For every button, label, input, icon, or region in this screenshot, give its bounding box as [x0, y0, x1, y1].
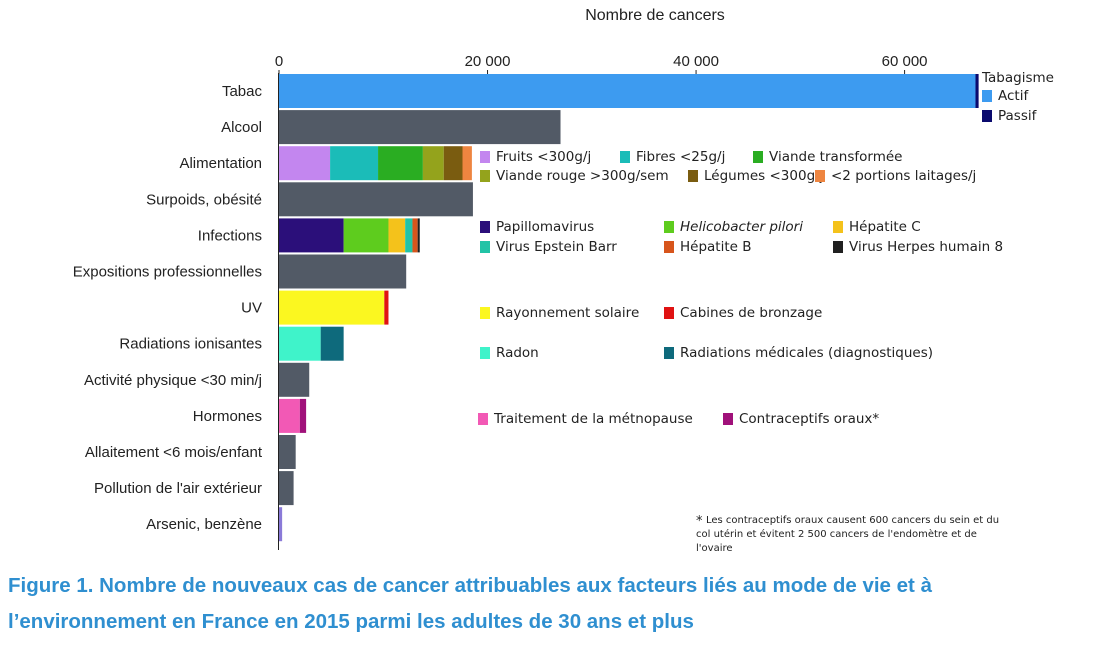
legend-swatch [664, 347, 674, 359]
legend-label: Passif [998, 108, 1038, 124]
category-label: Radiations ionisantes [119, 336, 262, 353]
legend-swatch [664, 221, 674, 233]
figure-caption: Figure 1. Nombre de nouveaux cas de canc… [8, 574, 932, 633]
bar-segment [279, 398, 300, 433]
legend-swatch [480, 151, 490, 163]
legend-label: Hépatite B [680, 239, 752, 255]
category-label: Tabac [222, 83, 263, 100]
category-label: Activité physique <30 min/j [84, 372, 262, 389]
bar-segment [279, 110, 561, 145]
category-label: Infections [198, 227, 262, 244]
category-label: Allaitement <6 mois/enfant [85, 444, 263, 461]
x-tick-label: 0 [275, 53, 283, 70]
legend-swatch [478, 413, 488, 425]
legend-label: <2 portions laitages/j [831, 168, 976, 184]
category-label: Surpoids, obésité [146, 191, 262, 208]
legend-swatch [480, 307, 490, 319]
x-tick-label: 20 000 [465, 53, 511, 70]
bar-segment [330, 146, 379, 181]
bar-segment [405, 218, 413, 253]
legend-label: Virus Epstein Barr [496, 239, 617, 255]
bar-segment [378, 146, 423, 181]
bar-segment [279, 146, 331, 181]
category-label: UV [241, 300, 262, 317]
legend-label: Légumes <300g/j [704, 168, 823, 184]
legend-label: Helicobacter pilori [680, 219, 803, 235]
legend-swatch [664, 307, 674, 319]
legend-label: Viande transformée [769, 149, 902, 165]
legend-label: Fibres <25g/j [636, 149, 725, 165]
bar-segment [384, 290, 389, 325]
legend-swatch [982, 110, 992, 122]
legend-swatch [620, 151, 630, 163]
bar-segment [279, 326, 321, 361]
legend-swatch [480, 170, 490, 182]
category-label: Pollution de l'air extérieur [94, 480, 262, 497]
stacked-bar-chart: Nombre de cancers 0 20 000 40 000 60 000 Ta… [73, 7, 1054, 554]
category-label: Hormones [193, 408, 262, 425]
legend-swatch [753, 151, 763, 163]
category-label: Alcool [221, 119, 262, 136]
legend-label: Radiations médicales (diagnostiques) [680, 345, 933, 361]
bar-segment [279, 435, 296, 469]
legend-label: Traitement de la métnopause [493, 411, 693, 427]
bars [279, 74, 979, 542]
legend-swatch [723, 413, 733, 425]
category-label: Arsenic, benzène [146, 516, 262, 533]
footnote-star: * [696, 514, 703, 529]
legend-swatch [480, 241, 490, 253]
legend-swatch [480, 221, 490, 233]
legend-label: Hépatite C [849, 219, 921, 235]
bar-segment [388, 218, 406, 253]
legend-swatch [815, 170, 825, 182]
x-tick-label: 40 000 [673, 53, 719, 70]
legend-swatch [480, 347, 490, 359]
bar-segment [320, 326, 344, 361]
bar-segment [279, 507, 283, 542]
bar-segment [279, 254, 407, 289]
legend-label: Virus Herpes humain 8 [849, 239, 1003, 255]
legend-swatch [688, 170, 698, 182]
bar-segment [279, 182, 473, 217]
legend-label: Radon [496, 345, 539, 361]
bar-segment [299, 398, 307, 433]
bar-segment [443, 146, 463, 181]
bar-segment [279, 471, 294, 506]
x-tick-label: 60 000 [882, 53, 928, 70]
legend-label: Contraceptifs oraux* [739, 411, 879, 427]
legend-swatch [833, 241, 843, 253]
footnote-line: Les contraceptifs oraux causent 600 canc… [706, 515, 999, 526]
legend: Tabagisme Actif Passif Fruits <300g/j Fibres… [478, 70, 1054, 427]
x-axis: 0 20 000 40 000 60 000 [275, 53, 928, 75]
footnote: * Les contraceptifs oraux causent 600 can… [696, 514, 999, 554]
legend-swatch [982, 90, 992, 102]
legend-label: Papillomavirus [496, 219, 594, 235]
bar-segment [417, 218, 420, 253]
bar-segment [975, 74, 979, 108]
bar-segment [412, 218, 418, 253]
category-labels: Tabac Alcool Alimentation Surpoids, obésité… [73, 83, 263, 533]
legend-label: Rayonnement solaire [496, 305, 639, 321]
legend-swatch [833, 221, 843, 233]
bar-segment [279, 218, 344, 253]
bar-segment [343, 218, 389, 253]
legend-label: Viande rouge >300g/sem [496, 168, 669, 184]
bar-segment [279, 290, 385, 325]
legend-group-title: Tabagisme [981, 70, 1054, 86]
footnote-line: col utérin et évitent 2 500 cancers de l… [696, 528, 977, 540]
footnote-line: l'ovaire [696, 543, 733, 554]
legend-label: Actif [998, 88, 1029, 104]
legend-label: Cabines de bronzage [680, 305, 822, 321]
legend-label: Fruits <300g/j [496, 149, 591, 165]
category-label: Alimentation [179, 155, 262, 172]
axis-title: Nombre de cancers [585, 7, 725, 24]
bar-segment [462, 146, 472, 181]
bar-segment [279, 362, 310, 397]
category-label: Expositions professionnelles [73, 264, 262, 281]
legend-swatch [664, 241, 674, 253]
bar-segment [279, 74, 976, 108]
bar-segment [422, 146, 444, 181]
